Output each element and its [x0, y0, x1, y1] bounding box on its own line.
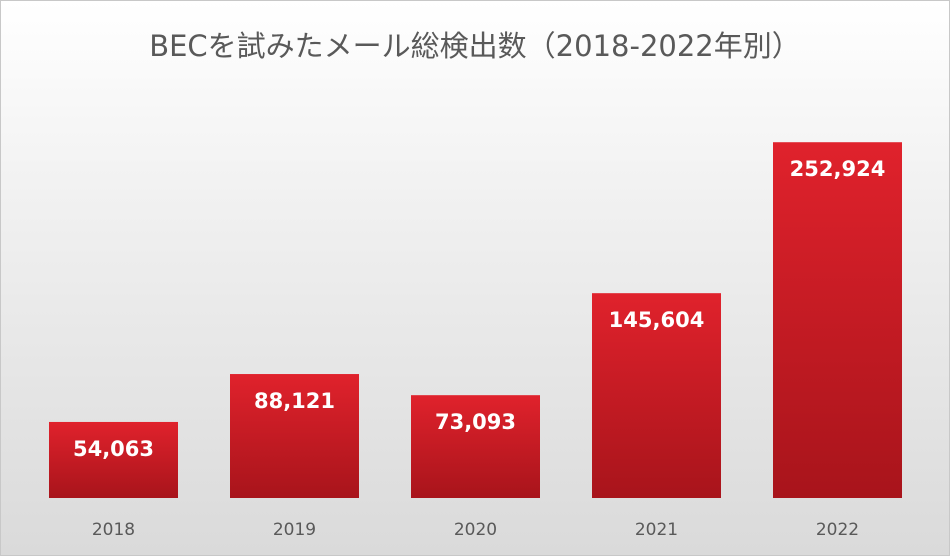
bar-2019 — [230, 374, 359, 498]
bar-value-label-2021: 145,604 — [609, 308, 705, 332]
chart-title: BECを試みたメール総検出数（2018-2022年別） — [149, 29, 801, 63]
x-tick-label-2019: 2019 — [273, 520, 316, 540]
bar-value-label-2020: 73,093 — [435, 410, 516, 434]
bar-2021 — [592, 293, 721, 498]
bar-value-label-2022: 252,924 — [790, 157, 886, 181]
x-tick-label-2022: 2022 — [816, 520, 859, 540]
bars-layer: 54,063 2018 88,121 2019 73,093 2020 145,604 202… — [49, 142, 902, 540]
x-tick-label-2021: 2021 — [635, 520, 678, 540]
bar-2018 — [49, 421, 178, 498]
bar-value-label-2019: 88,121 — [254, 389, 335, 413]
bar-2022 — [773, 142, 902, 498]
bar-value-label-2018: 54,063 — [73, 437, 154, 461]
bar-2020 — [411, 395, 540, 498]
x-tick-label-2020: 2020 — [454, 520, 497, 540]
x-tick-label-2018: 2018 — [92, 520, 135, 540]
